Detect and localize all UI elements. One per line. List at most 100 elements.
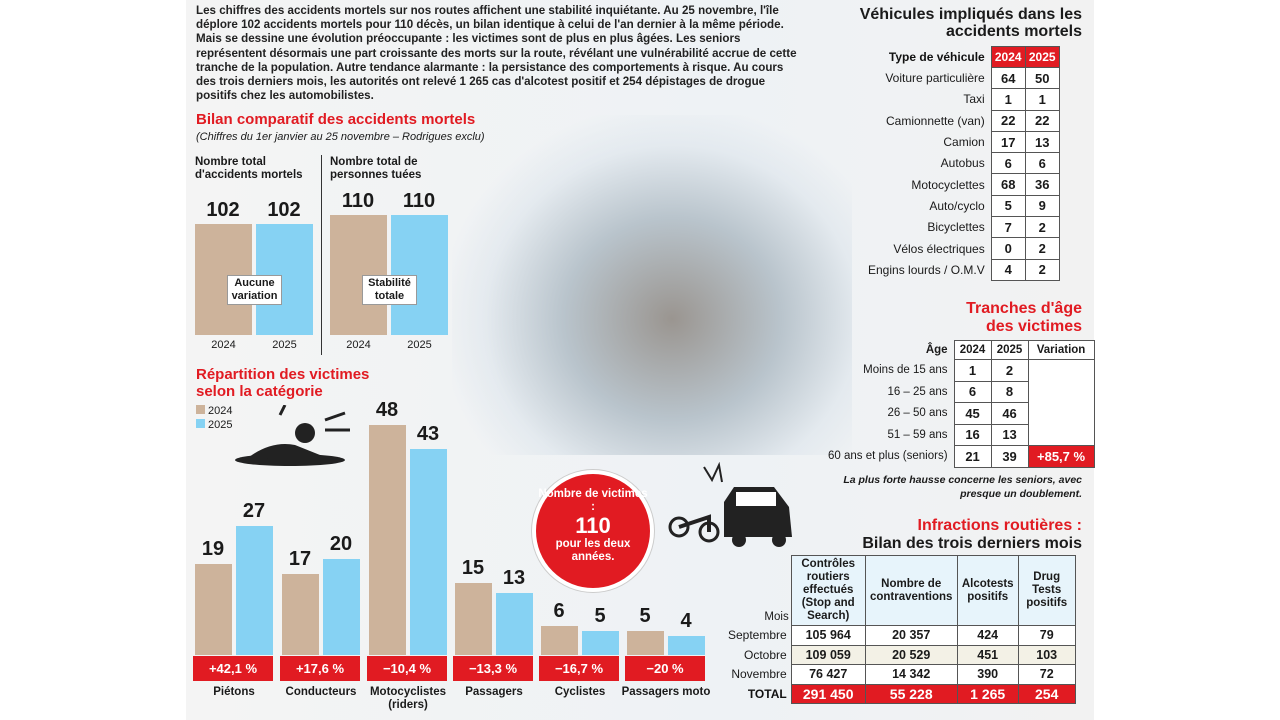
- table-row: 51 – 59 ans 16 13: [828, 423, 1095, 446]
- cell: 45: [953, 402, 992, 425]
- ages-title-line2: des victimes: [985, 318, 1082, 335]
- cell: Auto/cyclo: [929, 198, 985, 213]
- cell: 22: [1024, 109, 1060, 132]
- victims-bubble: Nombre de victimes :110 pour les deux ann…: [532, 470, 654, 592]
- category-label: Conducteurs: [285, 686, 357, 698]
- bar-2024: [282, 573, 319, 655]
- bilan-subtitle: (Chiffres du 1er janvier au 25 novembre …: [196, 131, 485, 143]
- cell: 390: [956, 664, 1019, 685]
- bilan-title: Bilan comparatif des accidents mortels: [196, 111, 476, 128]
- bubble-value: 110: [575, 513, 611, 538]
- value-label: 102: [206, 198, 240, 221]
- table-row: Camion 17 13: [868, 130, 1060, 154]
- variation-label: +17,6 %: [280, 656, 360, 681]
- category-label: Piétons: [213, 686, 255, 698]
- bubble-line2: pour les deux années.: [555, 538, 631, 563]
- value-label: 20: [329, 533, 353, 556]
- table-row: Vélos électriques 0 2: [868, 237, 1060, 260]
- cell: 60 ans et plus (seniors): [828, 450, 948, 463]
- category-label: Passagers moto: [621, 686, 711, 698]
- ages-title-line1: Tranches d'âge: [966, 300, 1082, 317]
- cell: 2: [1024, 258, 1060, 281]
- table-row: Octobre 109 059 20 529 451 103: [728, 644, 1076, 665]
- col-header: Mois: [764, 610, 789, 623]
- annotation: Stabilité totale: [362, 275, 417, 305]
- cell: 39: [990, 445, 1029, 468]
- cell: 20 529: [864, 644, 958, 665]
- collision-icon: [668, 462, 792, 547]
- cell: Moins de 15 ans: [863, 364, 948, 377]
- fallen-pedestrian-icon: [235, 405, 350, 466]
- cell: 2: [1024, 237, 1060, 260]
- table-row: Moins de 15 ans 1 2: [828, 359, 1095, 382]
- col-header: Nombre de contraventions: [864, 555, 958, 626]
- value-label: 110: [402, 190, 436, 212]
- bar-2024: [627, 631, 664, 655]
- ages-note: La plus forte hausse concerne les senior…: [843, 474, 1082, 500]
- cell: 21: [953, 445, 992, 468]
- bar-2025: [236, 525, 273, 655]
- cell: TOTAL: [747, 686, 787, 701]
- col-header: Alcotests positifs: [956, 555, 1019, 626]
- legend: 2024 2025: [196, 404, 232, 432]
- value-label: 15: [461, 557, 485, 580]
- crash-photo: [452, 115, 852, 455]
- table-row: Autobus 6 6: [868, 152, 1060, 175]
- cell: Taxi: [963, 92, 985, 107]
- table-row: Auto/cyclo 5 9: [868, 194, 1060, 218]
- legend-label: 2025: [208, 419, 233, 431]
- legend-2024: 2024: [196, 404, 232, 418]
- col-header: 2025: [990, 340, 1029, 360]
- cell: Vélos électriques: [893, 241, 985, 256]
- bar-2025: [496, 592, 533, 655]
- col-header: 2025: [1024, 46, 1060, 68]
- cell: 6: [1024, 152, 1060, 175]
- divider: [321, 155, 322, 355]
- table-row: TOTAL 291 450 55 228 1 265 254: [728, 683, 1076, 704]
- cell: 26 – 50 ans: [887, 407, 948, 420]
- chart1-title: Nombre total d'accidents mortels: [195, 156, 303, 181]
- vehicles-title: Véhicules impliqués dans les accidents m…: [859, 6, 1082, 40]
- vehicles-table: Type de véhicule 2024 2025 Voiture particu…: [868, 46, 1060, 281]
- col-header: Type de véhicule: [888, 50, 985, 64]
- value-label: 13: [502, 566, 526, 589]
- variation-label: +42,1 %: [193, 656, 273, 681]
- cell: 46: [990, 402, 1029, 425]
- bar-2024: [195, 563, 232, 655]
- intro-text: Les chiffres des accidents mortels sur n…: [196, 4, 797, 103]
- cell: 103: [1017, 644, 1076, 665]
- cell: 2: [1024, 216, 1060, 239]
- cell: 22: [990, 109, 1026, 132]
- legend-2025: 2025: [196, 418, 232, 432]
- cell: 16: [953, 423, 992, 446]
- category-label: Passagers: [465, 686, 523, 698]
- cell: 8: [990, 380, 1029, 403]
- cell: 109 059: [790, 644, 866, 665]
- cell: Motocyclettes: [911, 177, 985, 192]
- bar-2024: [541, 626, 578, 655]
- col-header: Drug Tests positifs: [1017, 555, 1076, 626]
- table-row: Voiture particulière 64 50: [868, 66, 1060, 90]
- cell: 6: [953, 380, 992, 403]
- annotation: Aucune variation: [227, 275, 282, 305]
- col-header: Âge: [925, 344, 948, 356]
- cell: 7: [990, 216, 1026, 239]
- col-header: Variation: [1027, 340, 1095, 360]
- variation-label: −10,4 %: [367, 656, 447, 681]
- cell: 55 228: [864, 683, 958, 704]
- value-label: 5: [639, 605, 651, 628]
- cell: 105 964: [790, 625, 866, 646]
- bar-2025: [323, 559, 360, 655]
- cell: 36: [1024, 173, 1060, 196]
- year-label: 2025: [407, 339, 432, 351]
- col-header: 2024: [990, 46, 1026, 68]
- variation-cell: [1027, 424, 1095, 446]
- table-row: 16 – 25 ans 6 8: [828, 380, 1095, 403]
- cell: 9: [1024, 194, 1060, 218]
- table-row: 26 – 50 ans 45 46: [828, 402, 1095, 425]
- cell: 76 427: [790, 664, 866, 685]
- bar-2025: [410, 448, 447, 655]
- ages-title: Tranches d'âge des victimes: [900, 300, 1082, 336]
- cell: 64: [990, 66, 1026, 90]
- cell: Voiture particulière: [885, 71, 985, 86]
